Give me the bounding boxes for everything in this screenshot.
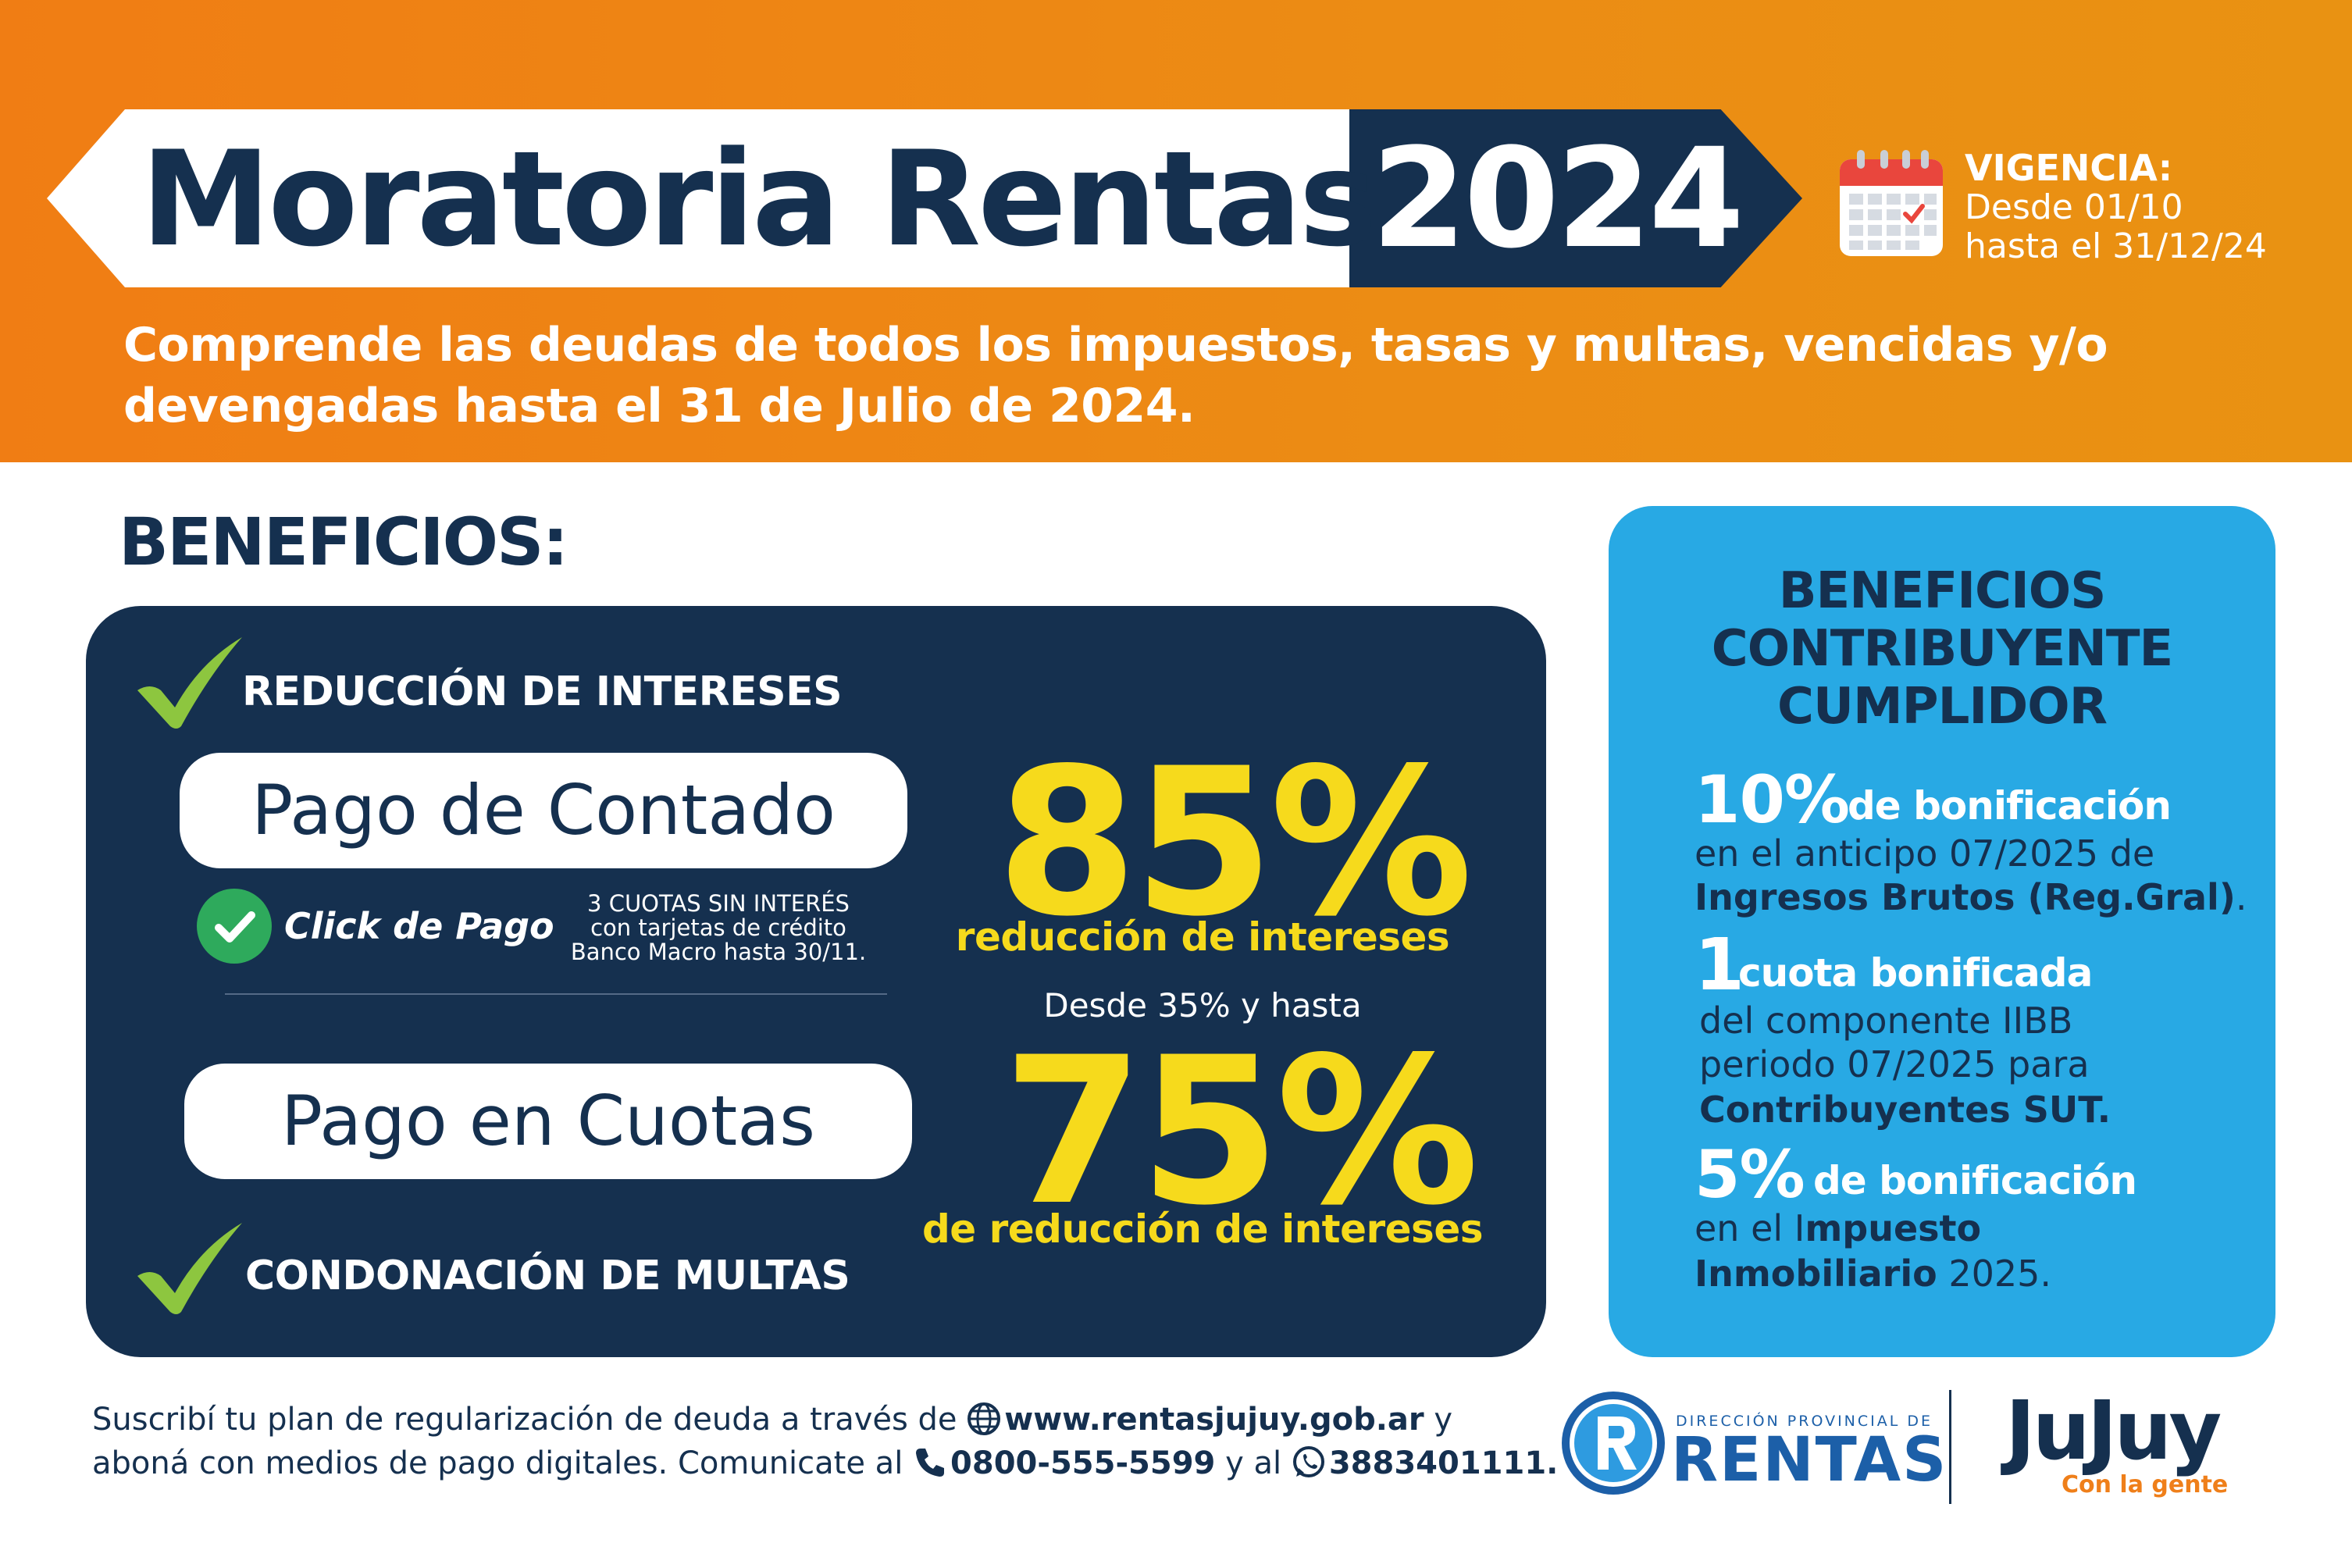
cumplidor-5-line2: Inmobiliario 2025. (1695, 1253, 2052, 1295)
click-de-pago-check-icon (197, 889, 272, 964)
pago-contado-pill: Pago de Contado (180, 753, 907, 868)
cuotas-sin-interes-note: 3 CUOTAS SIN INTERÉS con tarjetas de cré… (570, 890, 867, 965)
calendar-icon (1840, 150, 1943, 256)
vigencia-from: Desde 01/10 (1965, 187, 2183, 227)
rentas-logo (1562, 1392, 1665, 1495)
check-icon (137, 1223, 242, 1314)
cuotas-pre: Desde 35% y hasta (1043, 986, 1362, 1025)
contado-percent: 85% (996, 725, 1473, 961)
footer-line-1: Suscribí tu plan de regularización de de… (92, 1402, 1453, 1438)
intro-line-1: Comprende las deudas de todos los impues… (123, 318, 2108, 372)
beneficios-title: BENEFICIOS: (119, 504, 568, 580)
cumplidor-5-line1: en el Impuesto (1695, 1207, 1982, 1249)
whatsapp-number[interactable]: 3883401111. (1328, 1445, 1559, 1481)
cumplidor-title: BENEFICIOS CONTRIBUYENTE CUMPLIDOR (1711, 562, 2173, 736)
cumplidor-1-line2: periodo 07/2025 para (1699, 1043, 2090, 1085)
cumplidor-1-headline: cuota bonificada (1738, 950, 2093, 996)
rentas-wordmark: RENTAS (1671, 1425, 1948, 1495)
intro-line-2: devengadas hasta el 31 de Julio de 2024. (123, 379, 1196, 433)
logo-separator (1949, 1390, 1951, 1504)
cumplidor-1-line3: Contribuyentes SUT. (1699, 1089, 2111, 1131)
cumplidor-10-line2: Ingresos Brutos (Reg.Gral). (1695, 876, 2247, 918)
page-title: Moratoria Rentas (141, 123, 1377, 276)
reduccion-intereses-label: REDUCCIÓN DE INTERESES (242, 668, 843, 715)
check-icon (137, 637, 242, 729)
rentas-subtitle: DIRECCIÓN PROVINCIAL DE (1676, 1413, 1933, 1430)
whatsapp-icon (1292, 1446, 1324, 1477)
cumplidor-1-line1: del componente IIBB (1699, 1000, 2073, 1042)
cumplidor-10-headline: de bonificación (1848, 783, 2172, 829)
jujuy-wordmark: JuJuy (2005, 1383, 2222, 1478)
vigencia-label: VIGENCIA: (1965, 147, 2173, 189)
cumplidor-5-headline: de bonificación (1813, 1158, 2137, 1203)
cumplidor-10-percent: 10% (1695, 761, 1850, 838)
contado-caption: reducción de intereses (955, 914, 1450, 960)
phone-number[interactable]: 0800-555-5599 (950, 1445, 1216, 1481)
divider (225, 993, 887, 995)
cuotas-caption: de reducción de intereses (922, 1206, 1484, 1252)
vigencia-until: hasta el 31/12/24 (1965, 226, 2267, 266)
footer-line-2: aboná con medios de pago digitales. Comu… (92, 1445, 1559, 1481)
pago-cuotas-pill: Pago en Cuotas (184, 1064, 912, 1179)
cuotas-percent: 75% (1003, 1014, 1479, 1250)
globe-icon (968, 1402, 1001, 1435)
title-arrow-white (47, 109, 1359, 287)
cumplidor-1-number: 1 (1695, 923, 1744, 1007)
click-de-pago-label: Click de Pago (284, 905, 554, 947)
cumplidor-5-percent: 5% (1695, 1136, 1805, 1213)
jujuy-tagline: Con la gente (2062, 1471, 2229, 1499)
cumplidor-card (1609, 506, 2275, 1357)
website-link[interactable]: www.rentasjujuy.gob.ar (1004, 1402, 1424, 1438)
cumplidor-10-line1: en el anticipo 07/2025 de (1695, 832, 2155, 875)
condonacion-multas-label: CONDONACIÓN DE MULTAS (245, 1253, 850, 1299)
beneficios-card (86, 606, 1546, 1357)
phone-icon (916, 1449, 945, 1477)
title-arrow-navy (1349, 109, 1802, 287)
title-year: 2024 (1371, 119, 1744, 279)
